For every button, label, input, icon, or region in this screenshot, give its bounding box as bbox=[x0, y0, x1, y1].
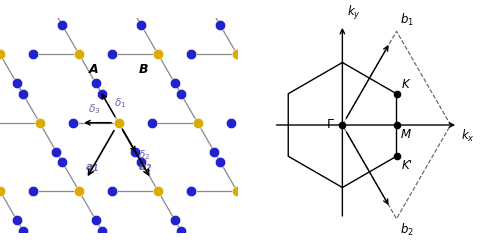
Text: $k_x$: $k_x$ bbox=[461, 128, 475, 144]
Text: $\delta_2$: $\delta_2$ bbox=[138, 149, 150, 162]
Text: $\Gamma$: $\Gamma$ bbox=[326, 118, 335, 132]
Text: A: A bbox=[88, 64, 98, 76]
Text: $k_y$: $k_y$ bbox=[347, 4, 361, 22]
Text: $\bfit{a}_2$: $\bfit{a}_2$ bbox=[138, 162, 153, 174]
Text: B: B bbox=[139, 64, 148, 76]
Text: K: K bbox=[402, 78, 409, 91]
Text: $\delta_1$: $\delta_1$ bbox=[114, 96, 126, 110]
Text: $b_1$: $b_1$ bbox=[400, 12, 414, 28]
Text: K': K' bbox=[402, 159, 412, 172]
Text: $\bfit{a}_1$: $\bfit{a}_1$ bbox=[85, 162, 99, 174]
Text: $b_2$: $b_2$ bbox=[400, 222, 414, 238]
Text: $\delta_3$: $\delta_3$ bbox=[88, 102, 100, 116]
Text: M: M bbox=[400, 128, 411, 140]
